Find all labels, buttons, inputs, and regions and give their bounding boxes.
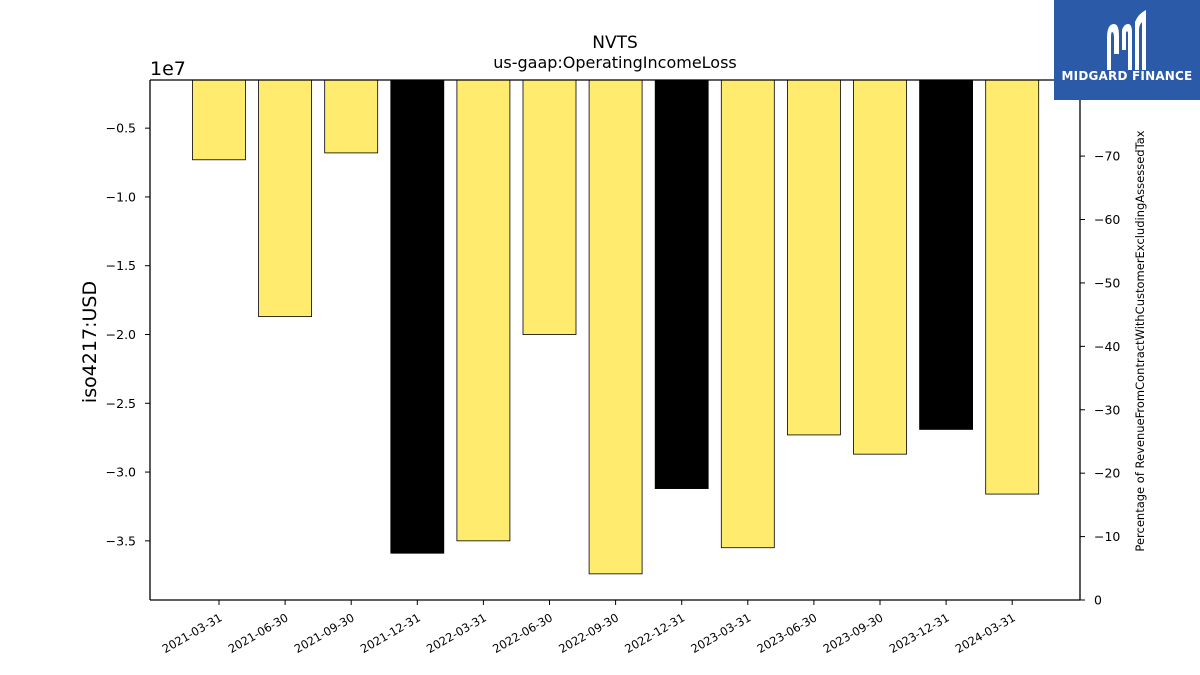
x-tick-label: 2022-12-31 [622,610,687,656]
bar-2021-09-30 [324,79,379,154]
chart-subtitle: us-gaap:OperatingIncomeLoss [493,53,737,72]
y-tick-label: −1.5 [106,258,136,273]
x-tick-label: 2021-09-30 [292,610,357,656]
y2-tick-label: −50 [1094,275,1120,290]
x-tick-label: 2021-06-30 [226,610,291,656]
y-tick-label: −1.0 [106,189,136,204]
bar-2023-12-31 [919,79,973,430]
x-tick-label: 2023-06-30 [755,610,820,656]
y2-tick-label: −60 [1094,212,1120,227]
x-tick-label: 2021-03-31 [160,610,225,656]
chart-title: NVTS [592,33,638,53]
midgard-finance-logo: MIDGARD FINANCE [1054,0,1200,100]
bar-2023-09-30 [853,79,907,455]
x-tick-label: 2024-03-31 [953,610,1018,656]
y2-tick-label: 0 [1094,593,1102,608]
bar-2022-12-31 [654,79,709,489]
y2-tick-label: −10 [1094,529,1120,544]
y-axis-label: iso4217:USD [79,281,101,403]
bar-2022-09-30 [588,79,643,575]
bar-2024-03-31 [985,79,1040,495]
x-tick-label: 2023-12-31 [887,610,952,656]
bars-group [192,79,1040,575]
y2-axis-label: Percentage of RevenueFromContractWithCus… [1133,130,1147,551]
y2-tick-label: −30 [1094,402,1120,417]
y-tick-label: −2.0 [106,327,136,342]
y-tick-label: −3.0 [106,465,136,480]
bar-2021-06-30 [258,79,313,318]
y-offset-label: 1e7 [150,58,186,80]
x-tick-label: 2022-03-31 [424,610,489,656]
y-tick-label: −0.5 [106,121,136,136]
bar-2021-12-31 [390,79,445,554]
bar-2022-03-31 [456,79,511,542]
y-tick-label: −3.5 [106,533,136,548]
bar-2022-06-30 [522,79,577,335]
x-tick-label: 2023-03-31 [688,610,753,656]
x-tick-label: 2022-06-30 [490,610,555,656]
bar-2023-06-30 [787,79,841,436]
y-tick-label: −2.5 [106,396,136,411]
midgard-logo-icon [1107,10,1146,70]
logo-text: MIDGARD FINANCE [1061,69,1193,83]
bar-2021-03-31 [192,79,246,161]
y2-tick-label: −70 [1094,149,1120,164]
x-tick-label: 2021-12-31 [358,610,423,656]
y2-tick-label: −40 [1094,339,1120,354]
x-tick-label: 2023-09-30 [821,610,886,656]
y2-tick-label: −20 [1094,466,1120,481]
bar-2023-03-31 [720,79,775,549]
x-tick-label: 2022-09-30 [556,610,621,656]
